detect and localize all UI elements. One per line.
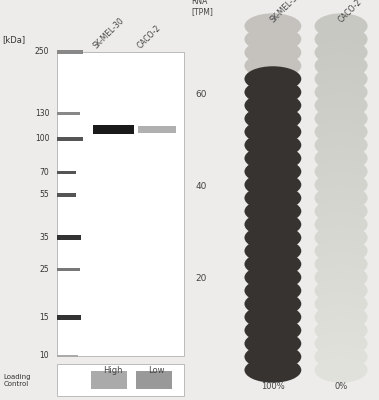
FancyBboxPatch shape [136,371,172,389]
FancyBboxPatch shape [57,112,80,115]
Text: 60: 60 [195,90,207,99]
Ellipse shape [315,80,368,105]
FancyBboxPatch shape [57,136,83,140]
Text: 0%: 0% [335,382,348,391]
Text: 130: 130 [35,109,49,118]
Ellipse shape [244,132,301,158]
Ellipse shape [315,252,368,277]
Ellipse shape [244,119,301,144]
Text: High: High [103,366,122,375]
Ellipse shape [315,331,368,356]
Ellipse shape [244,106,301,131]
Ellipse shape [244,146,301,171]
Ellipse shape [244,40,301,65]
Text: 15: 15 [40,313,49,322]
Ellipse shape [244,13,301,39]
FancyBboxPatch shape [138,126,176,133]
Ellipse shape [315,278,368,303]
Ellipse shape [244,318,301,343]
Ellipse shape [315,13,368,39]
Ellipse shape [315,53,368,78]
Ellipse shape [244,331,301,356]
FancyBboxPatch shape [57,354,78,358]
Ellipse shape [315,119,368,144]
Ellipse shape [315,265,368,290]
Ellipse shape [315,185,368,211]
Text: Loading
Control: Loading Control [4,374,31,386]
Ellipse shape [315,225,368,250]
Ellipse shape [244,93,301,118]
FancyBboxPatch shape [57,268,80,271]
FancyBboxPatch shape [57,315,81,320]
Ellipse shape [315,238,368,264]
Text: 70: 70 [39,168,49,177]
Text: CACO-2: CACO-2 [337,0,364,24]
FancyBboxPatch shape [57,171,76,174]
Ellipse shape [315,318,368,343]
Ellipse shape [244,185,301,211]
Ellipse shape [315,66,368,92]
FancyBboxPatch shape [57,50,83,54]
Ellipse shape [244,225,301,250]
FancyBboxPatch shape [93,125,133,134]
Ellipse shape [244,265,301,290]
Ellipse shape [315,198,368,224]
Ellipse shape [244,159,301,184]
FancyBboxPatch shape [57,52,184,356]
Ellipse shape [244,252,301,277]
Text: SK-MEL-30: SK-MEL-30 [268,0,303,24]
Ellipse shape [315,304,368,330]
Ellipse shape [315,132,368,158]
Ellipse shape [315,93,368,118]
Text: 55: 55 [39,190,49,200]
FancyBboxPatch shape [57,193,76,196]
Text: RNA
[TPM]: RNA [TPM] [191,0,213,16]
Text: SK-MEL-30: SK-MEL-30 [91,16,126,50]
Ellipse shape [244,212,301,237]
Ellipse shape [244,198,301,224]
Text: CACO-2: CACO-2 [136,23,163,50]
Ellipse shape [244,344,301,370]
Ellipse shape [244,278,301,303]
Ellipse shape [315,357,368,383]
Ellipse shape [315,212,368,237]
Ellipse shape [244,357,301,383]
Text: 10: 10 [40,352,49,360]
Ellipse shape [315,159,368,184]
Ellipse shape [244,66,301,92]
Text: 100: 100 [35,134,49,143]
Text: [kDa]: [kDa] [2,35,25,44]
Ellipse shape [244,26,301,52]
Ellipse shape [244,304,301,330]
Ellipse shape [315,172,368,198]
Text: 40: 40 [195,182,207,191]
Ellipse shape [315,40,368,65]
FancyBboxPatch shape [57,364,184,396]
Ellipse shape [315,344,368,370]
Ellipse shape [315,146,368,171]
FancyBboxPatch shape [57,236,81,240]
Text: 25: 25 [40,265,49,274]
Text: 250: 250 [35,48,49,56]
FancyBboxPatch shape [91,371,127,389]
Text: Low: Low [148,366,164,375]
Text: 35: 35 [39,233,49,242]
Ellipse shape [244,291,301,316]
Ellipse shape [315,291,368,316]
Ellipse shape [315,106,368,131]
Ellipse shape [315,26,368,52]
Ellipse shape [244,172,301,198]
Text: 20: 20 [195,274,207,283]
Ellipse shape [244,80,301,105]
Ellipse shape [244,53,301,78]
Text: 100%: 100% [261,382,285,391]
Ellipse shape [244,238,301,264]
